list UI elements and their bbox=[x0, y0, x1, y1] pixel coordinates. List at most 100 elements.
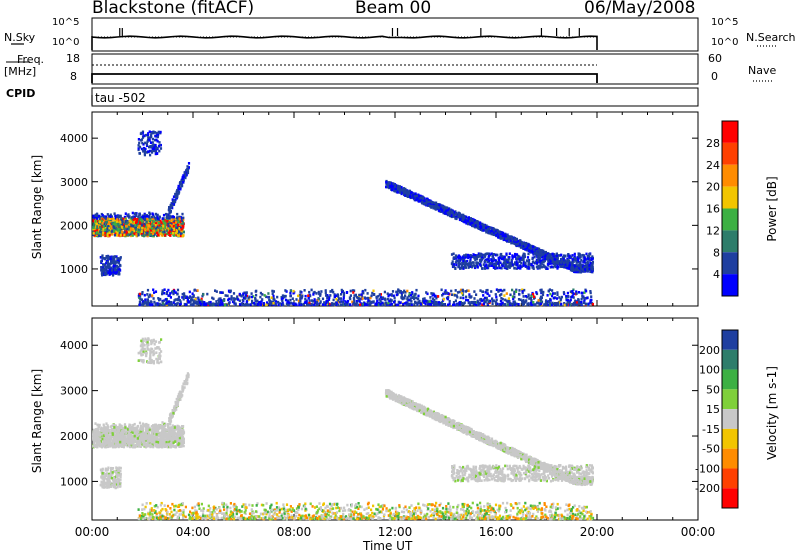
echo-point bbox=[495, 298, 498, 302]
echo-point bbox=[583, 260, 586, 263]
echo-point bbox=[357, 303, 360, 307]
echo-point bbox=[568, 264, 571, 268]
freq-unit: [MHz] bbox=[4, 65, 37, 78]
echo-point bbox=[552, 265, 555, 269]
echo-point bbox=[106, 213, 109, 216]
echo-point bbox=[141, 292, 144, 296]
echo-point bbox=[242, 296, 246, 299]
echo-point bbox=[465, 253, 468, 257]
echo-point bbox=[100, 260, 103, 263]
echo-point bbox=[182, 180, 185, 184]
echo-point bbox=[527, 267, 530, 270]
echo-point bbox=[144, 233, 147, 237]
echo-point bbox=[99, 234, 102, 238]
echo-point bbox=[150, 227, 153, 230]
echo-point bbox=[554, 260, 557, 264]
echo-point bbox=[526, 246, 529, 250]
echo-point bbox=[527, 261, 530, 264]
echo-point bbox=[160, 303, 163, 307]
echo-point bbox=[143, 146, 146, 150]
echo-point bbox=[566, 258, 569, 262]
echo-point bbox=[498, 256, 502, 260]
echo-point bbox=[143, 134, 146, 138]
echo-point bbox=[544, 301, 547, 304]
echo-point bbox=[174, 226, 177, 229]
echo-point bbox=[159, 232, 162, 235]
echo-point bbox=[183, 292, 186, 295]
echo-point bbox=[529, 303, 532, 307]
echo-point bbox=[588, 259, 591, 262]
echo-point bbox=[493, 266, 496, 269]
echo-point bbox=[179, 182, 182, 185]
echo-point bbox=[536, 247, 539, 250]
echo-point bbox=[484, 265, 487, 268]
echo-point bbox=[458, 218, 461, 221]
echo-point bbox=[162, 224, 165, 228]
echo-point bbox=[140, 220, 143, 223]
echo-point bbox=[485, 296, 488, 300]
echo-point bbox=[119, 258, 122, 261]
echo-point bbox=[181, 296, 184, 299]
echo-point bbox=[534, 246, 537, 250]
echo-point bbox=[576, 270, 579, 273]
echo-point bbox=[589, 291, 592, 295]
echo-point bbox=[458, 262, 462, 265]
nave-label: Nave bbox=[748, 64, 777, 77]
echo-point bbox=[177, 223, 180, 227]
echo-point bbox=[471, 255, 474, 258]
echo-point bbox=[344, 303, 347, 306]
echo-point bbox=[136, 221, 140, 224]
echo-point bbox=[158, 216, 161, 219]
echo-point bbox=[153, 229, 156, 233]
echo-point bbox=[181, 292, 184, 296]
echo-point bbox=[308, 301, 311, 305]
echo-point bbox=[154, 150, 157, 154]
echo-point bbox=[129, 229, 132, 233]
echo-point bbox=[268, 301, 271, 305]
echo-point bbox=[150, 135, 153, 139]
echo-point bbox=[483, 255, 487, 258]
echo-point bbox=[443, 205, 446, 209]
echo-point bbox=[511, 257, 514, 260]
echo-point bbox=[494, 228, 497, 232]
echo-point bbox=[505, 265, 508, 268]
echo-point bbox=[349, 294, 352, 297]
echo-point bbox=[496, 253, 499, 257]
echo-point bbox=[426, 199, 429, 202]
echo-point bbox=[495, 261, 498, 265]
echo-point bbox=[101, 270, 104, 273]
echo-point bbox=[158, 223, 161, 227]
echo-point bbox=[555, 254, 559, 258]
echo-point bbox=[439, 210, 442, 213]
echo-point bbox=[143, 152, 146, 155]
echo-point bbox=[153, 149, 156, 153]
echo-point bbox=[471, 224, 474, 228]
echo-point bbox=[427, 200, 430, 204]
cpid-value: tau -502 bbox=[95, 91, 146, 105]
echo-point bbox=[166, 226, 169, 230]
echo-point bbox=[556, 267, 559, 270]
echo-point bbox=[583, 254, 586, 257]
echo-point bbox=[452, 301, 456, 304]
echo-point bbox=[315, 292, 318, 295]
echo-point bbox=[126, 219, 129, 223]
echo-point bbox=[501, 264, 504, 268]
echo-point bbox=[498, 264, 501, 268]
echo-point bbox=[189, 303, 192, 307]
echo-point bbox=[493, 228, 496, 231]
echo-point bbox=[486, 302, 489, 305]
echo-point bbox=[503, 260, 506, 263]
echo-point bbox=[558, 254, 562, 257]
echo-point bbox=[486, 260, 489, 264]
echo-point bbox=[441, 294, 444, 297]
echo-point bbox=[447, 207, 450, 211]
echo-point bbox=[162, 219, 165, 223]
echo-point bbox=[114, 214, 117, 218]
echo-point bbox=[143, 150, 147, 153]
echo-point bbox=[96, 227, 99, 231]
echo-point bbox=[483, 296, 487, 300]
echo-point bbox=[566, 257, 569, 261]
echo-point bbox=[588, 267, 591, 271]
echo-point bbox=[542, 252, 545, 256]
echo-point bbox=[547, 257, 550, 261]
